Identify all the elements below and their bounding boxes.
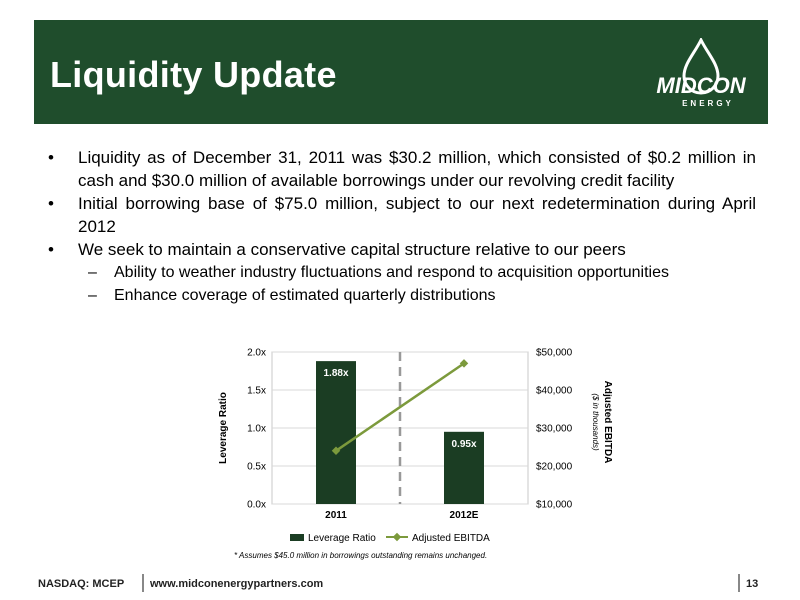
footer-ticker: NASDAQ: MCEP: [38, 578, 125, 590]
bullet-item: • We seek to maintain a conservative capi…: [48, 240, 626, 259]
y-tick-label-right: $50,000: [536, 348, 573, 359]
ebitda-point-2011: [331, 446, 341, 456]
bar-leverage-2012E: [444, 431, 484, 504]
logo-text-main: MIDCON: [656, 73, 746, 98]
bullet-item: • Initial borrowing base of $75.0 million…: [48, 194, 756, 236]
y-axis-right-sublabel: ($ in thousands): [591, 393, 600, 451]
bar-data-label: 1.88x: [323, 368, 348, 379]
footer-divider-right: [738, 574, 740, 592]
chart-footnote: * Assumes $45.0 million in borrowings ou…: [234, 551, 487, 560]
sub-bullet-item: – Enhance coverage of estimated quarterly…: [88, 287, 496, 304]
y-axis-right-label: Adjusted EBITDA: [602, 381, 612, 464]
footer-website-link[interactable]: www.midconenergypartners.com: [150, 578, 324, 590]
sub-bullet-text: Enhance coverage of estimated quarterly …: [114, 287, 496, 304]
oil-drop-icon: [682, 38, 720, 95]
y-tick-label-left: 0.5x: [247, 462, 266, 473]
page-title: Liquidity Update: [50, 54, 337, 95]
bullet-text: We seek to maintain a conservative capit…: [78, 240, 626, 259]
legend-label-ebitda: Adjusted EBITDA: [412, 533, 490, 544]
y-tick-label-right: $30,000: [536, 424, 573, 435]
leverage-ebitda-chart: 1.88x 0.95x 0.0x 0.5x 1.0x 1.5x 2.0x $10,000 $2…: [218, 348, 612, 561]
sub-bullet-item: – Ability to weather industry fluctuation…: [88, 264, 669, 281]
y-axis-left-label: Leverage Ratio: [218, 392, 229, 464]
bar-data-label: 0.95x: [451, 439, 476, 450]
footer-divider: [142, 574, 144, 592]
legend: Leverage Ratio Adjusted EBITDA: [290, 532, 490, 544]
legend-swatch-ebitda-marker: [392, 532, 402, 542]
ebitda-line: [335, 362, 465, 452]
sub-bullet-text: Ability to weather industry fluctuations…: [114, 264, 669, 281]
x-tick-label: 2011: [325, 510, 347, 521]
bar-leverage-2011: [316, 361, 356, 504]
bullet-list: • Liquidity as of December 31, 2011 was $…: [44, 146, 756, 307]
y-tick-label-left: 1.5x: [247, 386, 266, 397]
y-tick-label-left: 0.0x: [247, 500, 266, 511]
bullet-text: Liquidity as of December 31, 2011 was $3…: [78, 148, 756, 190]
ebitda-point-2012E: [459, 359, 469, 368]
y-tick-label-right: $20,000: [536, 462, 573, 473]
y-tick-label-left: 1.0x: [247, 424, 266, 435]
page-number: 13: [746, 578, 759, 590]
header-banner: Liquidity Update MIDCON ENERGY: [34, 20, 768, 124]
bullet-item: • Liquidity as of December 31, 2011 was $…: [48, 148, 756, 190]
y-tick-label-left: 2.0x: [247, 348, 266, 359]
x-tick-label: 2012E: [450, 510, 479, 521]
logo-text-sub: ENERGY: [682, 99, 734, 108]
legend-swatch-leverage: [290, 534, 304, 541]
y-tick-label-right: $10,000: [536, 500, 573, 511]
y-tick-label-right: $40,000: [536, 386, 573, 397]
midcon-logo: MIDCON ENERGY: [656, 38, 747, 108]
legend-label-leverage: Leverage Ratio: [308, 533, 376, 544]
bullet-text: Initial borrowing base of $75.0 million,…: [78, 194, 756, 236]
